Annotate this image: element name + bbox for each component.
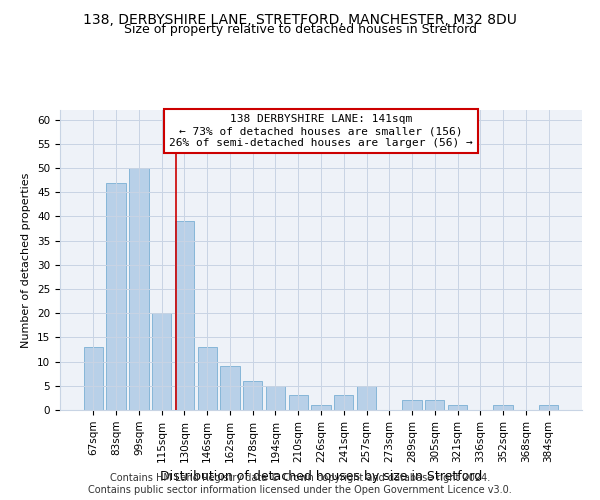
Bar (197, 347, 217, 410)
Text: 138, DERBYSHIRE LANE, STRETFORD, MANCHESTER, M32 8DU: 138, DERBYSHIRE LANE, STRETFORD, MANCHES… (83, 12, 517, 26)
X-axis label: Distribution of detached houses by size in Stretford: Distribution of detached houses by size … (160, 470, 482, 483)
Bar (175, 222, 194, 410)
Bar (243, 381, 262, 410)
Text: 138 DERBYSHIRE LANE: 141sqm
← 73% of detached houses are smaller (156)
26% of se: 138 DERBYSHIRE LANE: 141sqm ← 73% of det… (169, 114, 473, 148)
Bar (425, 400, 445, 410)
Bar (220, 366, 239, 410)
Bar (493, 405, 513, 410)
Bar (266, 386, 285, 410)
Y-axis label: Number of detached properties: Number of detached properties (22, 172, 31, 348)
Bar (403, 400, 422, 410)
Text: Contains HM Land Registry data © Crown copyright and database right 2024.
Contai: Contains HM Land Registry data © Crown c… (88, 474, 512, 495)
Bar (539, 405, 558, 410)
Bar (129, 168, 149, 410)
Bar (334, 396, 353, 410)
Bar (106, 182, 126, 410)
Text: Size of property relative to detached houses in Stretford: Size of property relative to detached ho… (124, 22, 476, 36)
Bar (152, 313, 172, 410)
Bar (357, 386, 376, 410)
Bar (311, 405, 331, 410)
Bar (84, 347, 103, 410)
Bar (448, 405, 467, 410)
Bar (289, 396, 308, 410)
